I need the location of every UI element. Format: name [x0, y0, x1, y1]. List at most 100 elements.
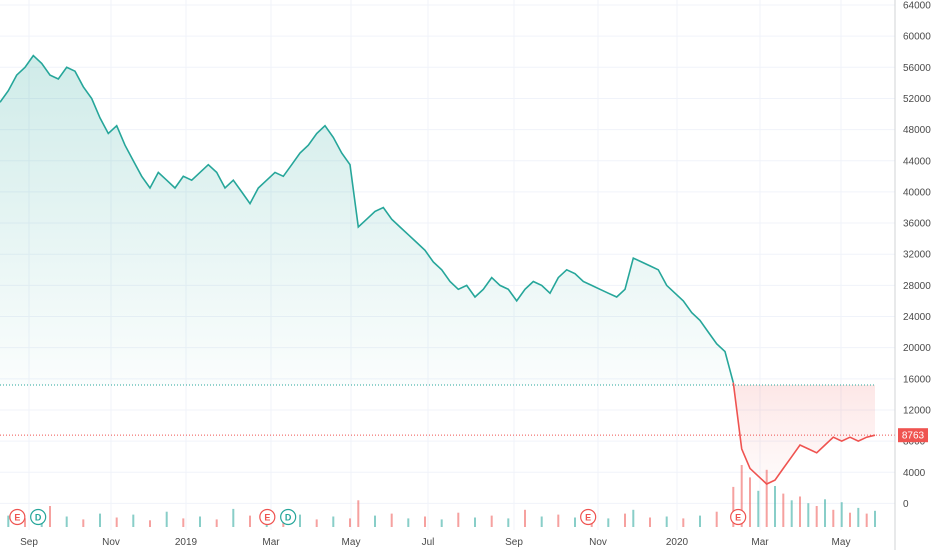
- volume-bar: [24, 518, 26, 527]
- volume-bar: [774, 486, 776, 527]
- volume-bar: [215, 519, 218, 527]
- volume-bar: [624, 513, 626, 527]
- volume-bar: [149, 520, 151, 527]
- event-marker-circle: [9, 508, 26, 526]
- event-marker-label: E: [735, 513, 741, 523]
- event-marker-circle: [580, 508, 597, 526]
- volume-bar: [115, 517, 118, 527]
- x-tick-label: Mar: [751, 537, 769, 548]
- volume-bar: [740, 465, 743, 527]
- volume-bar: [682, 518, 685, 527]
- volume-bar: [790, 500, 793, 527]
- event-marker-circle: [730, 508, 747, 526]
- volume-bar: [99, 513, 101, 527]
- event-marker-label: D: [285, 513, 292, 523]
- volume-bar: [165, 511, 168, 527]
- volume-bar: [865, 513, 868, 527]
- volume-bar: [49, 506, 51, 527]
- y-axis[interactable]: 6400060000560005200048000440004000036000…: [903, 1, 931, 510]
- volume-bar: [857, 507, 860, 527]
- volume-bar: [424, 516, 426, 527]
- volume-bar: [874, 510, 876, 527]
- current-price-value: 8763: [902, 431, 925, 442]
- volume-bar: [132, 514, 135, 527]
- volume-bar: [82, 519, 85, 527]
- volume-bar: [232, 508, 235, 527]
- volume-bar: [440, 519, 443, 527]
- volume-bar: [249, 515, 251, 527]
- volume-bar: [665, 516, 668, 527]
- event-marker-circle: [280, 508, 297, 526]
- volume-bar: [490, 515, 493, 527]
- volume-bar: [832, 509, 835, 527]
- earnings-marker[interactable]: E: [730, 508, 747, 526]
- volume-bar: [474, 517, 476, 527]
- volume-bar: [765, 469, 768, 527]
- earnings-marker[interactable]: E: [9, 508, 26, 526]
- x-tick-label: 2020: [666, 537, 689, 548]
- y-tick-label: 52000: [903, 94, 931, 105]
- y-tick-label: 16000: [903, 374, 931, 385]
- volume-bar: [182, 518, 185, 527]
- event-marker-label: E: [264, 513, 270, 523]
- y-tick-label: 64000: [903, 1, 931, 12]
- x-tick-label: May: [342, 537, 361, 548]
- event-marker-circle: [30, 508, 47, 526]
- series-line-down: [732, 382, 876, 485]
- y-tick-label: 36000: [903, 219, 931, 230]
- y-tick-label: 60000: [903, 32, 931, 43]
- price-line: [0, 54, 876, 485]
- dividend-marker[interactable]: D: [280, 508, 297, 526]
- volume-bar: [574, 517, 576, 527]
- x-tick-label: 2019: [175, 537, 198, 548]
- volume-bar: [390, 513, 393, 527]
- volume-bar: [299, 514, 301, 527]
- volume-bar: [507, 518, 510, 527]
- dividend-marker[interactable]: D: [30, 508, 47, 526]
- volume-bar: [540, 516, 543, 527]
- volume-bar: [649, 517, 651, 527]
- x-tick-label: May: [832, 537, 851, 548]
- current-price-label: 8763: [898, 428, 928, 443]
- volume-bar: [557, 514, 560, 527]
- volume-bar: [457, 512, 460, 527]
- event-marker-circle: [259, 508, 276, 526]
- x-tick-label: Nov: [102, 537, 120, 548]
- y-tick-label: 32000: [903, 250, 931, 261]
- y-tick-label: 20000: [903, 343, 931, 354]
- volume-bar: [749, 477, 751, 527]
- earnings-marker[interactable]: E: [259, 508, 276, 526]
- x-tick-label: Sep: [20, 537, 38, 548]
- volume-bar: [732, 486, 735, 527]
- event-marker-label: E: [14, 513, 20, 523]
- area-fill-down: [733, 382, 875, 484]
- x-tick-label: Jul: [422, 537, 435, 548]
- x-axis[interactable]: Sep Nov 2019 Mar May Jul Sep Nov 2020 Mar May: [20, 537, 850, 548]
- event-marker-label: D: [35, 513, 42, 523]
- volume-bar: [632, 509, 635, 527]
- volume-bar: [332, 516, 335, 527]
- volume-bar: [815, 506, 818, 527]
- volume-bar: [757, 490, 760, 527]
- y-tick-label: 24000: [903, 312, 931, 323]
- volume-bar: [782, 493, 785, 527]
- y-tick-label: 12000: [903, 405, 931, 416]
- volume-bar: [374, 515, 376, 527]
- volume-bar: [699, 515, 701, 527]
- volume-bar: [715, 511, 718, 527]
- event-marker-label: E: [585, 513, 591, 523]
- y-tick-label: 4000: [903, 468, 926, 479]
- volume-bar: [607, 518, 610, 527]
- current-price-label-bg: [898, 428, 928, 443]
- earnings-marker[interactable]: E: [580, 508, 597, 526]
- volume-bar: [357, 500, 360, 527]
- volume-bar: [199, 516, 201, 527]
- volume-bar: [315, 519, 318, 527]
- volume-bar: [799, 496, 801, 527]
- y-tick-label: 56000: [903, 63, 931, 74]
- y-tick-label: 28000: [903, 281, 931, 292]
- x-tick-label: Mar: [262, 537, 280, 548]
- volume-bar: [349, 518, 351, 527]
